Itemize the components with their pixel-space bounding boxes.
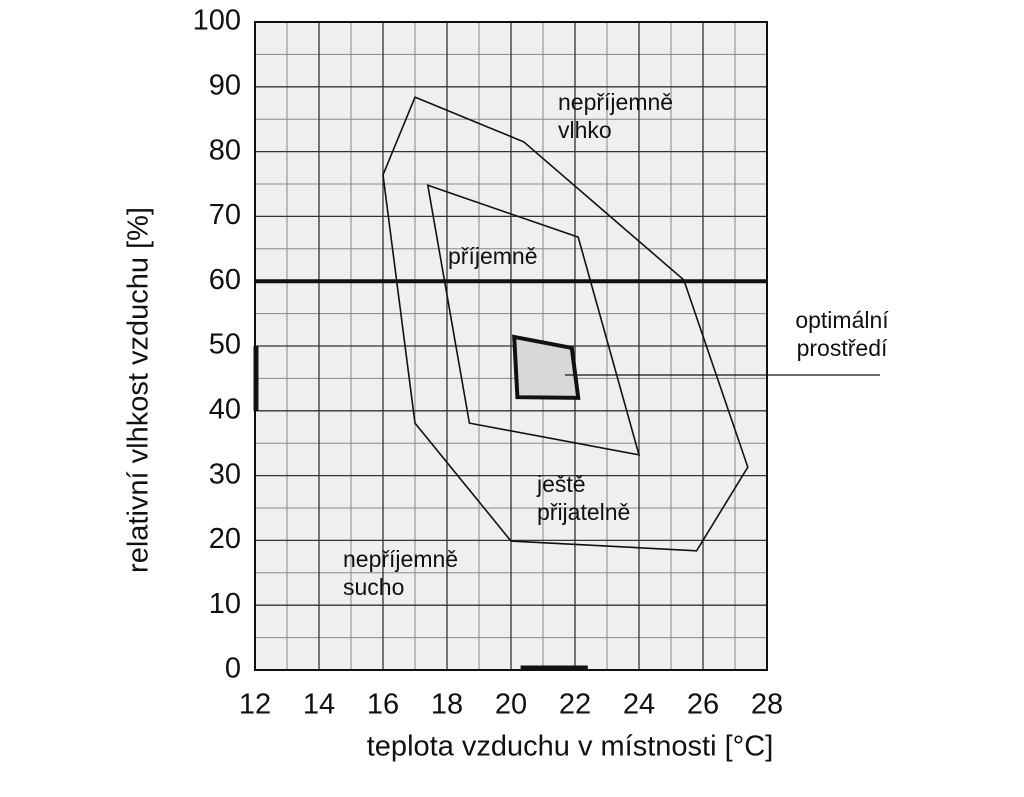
annotation: přijatelně [537,499,630,525]
y-axis-label: relativní vlhkost vzduchu [%] [123,207,155,573]
annotation: optimální [795,307,889,333]
y-tick-label: 50 [209,329,241,361]
x-tick-label: 22 [559,689,591,721]
y-tick-label: 90 [209,69,241,101]
x-tick-label: 12 [239,689,271,721]
x-tick-label: 18 [431,689,463,721]
x-tick-label: 24 [623,689,655,721]
zone [426,184,641,456]
y-tick-label: 100 [193,5,241,37]
x-tick-label: 26 [687,689,719,721]
x-tick-label: 14 [303,689,335,721]
x-tick-label: 16 [367,689,399,721]
annotation: nepříjemně [343,546,458,572]
annotation: prostředí [797,335,888,361]
y-tick-label: 10 [209,588,241,620]
x-axis-label: teplota vzduchu v místnosti [°C] [367,731,774,763]
annotation: vlhko [558,117,612,143]
y-tick-label: 30 [209,458,241,490]
zone [512,334,581,400]
annotation: nepříjemně [558,89,673,115]
y-tick-label: 60 [209,264,241,296]
x-tick-label: 20 [495,689,527,721]
y-tick-label: 40 [209,393,241,425]
y-tick-label: 20 [209,523,241,555]
y-tick-label: 0 [225,653,241,685]
annotation: sucho [343,574,404,600]
y-tick-label: 70 [209,199,241,231]
annotation: ještě [536,471,586,497]
annotation: příjemně [448,243,537,269]
zone [382,96,749,552]
y-tick-label: 80 [209,134,241,166]
x-tick-label: 28 [751,689,783,721]
